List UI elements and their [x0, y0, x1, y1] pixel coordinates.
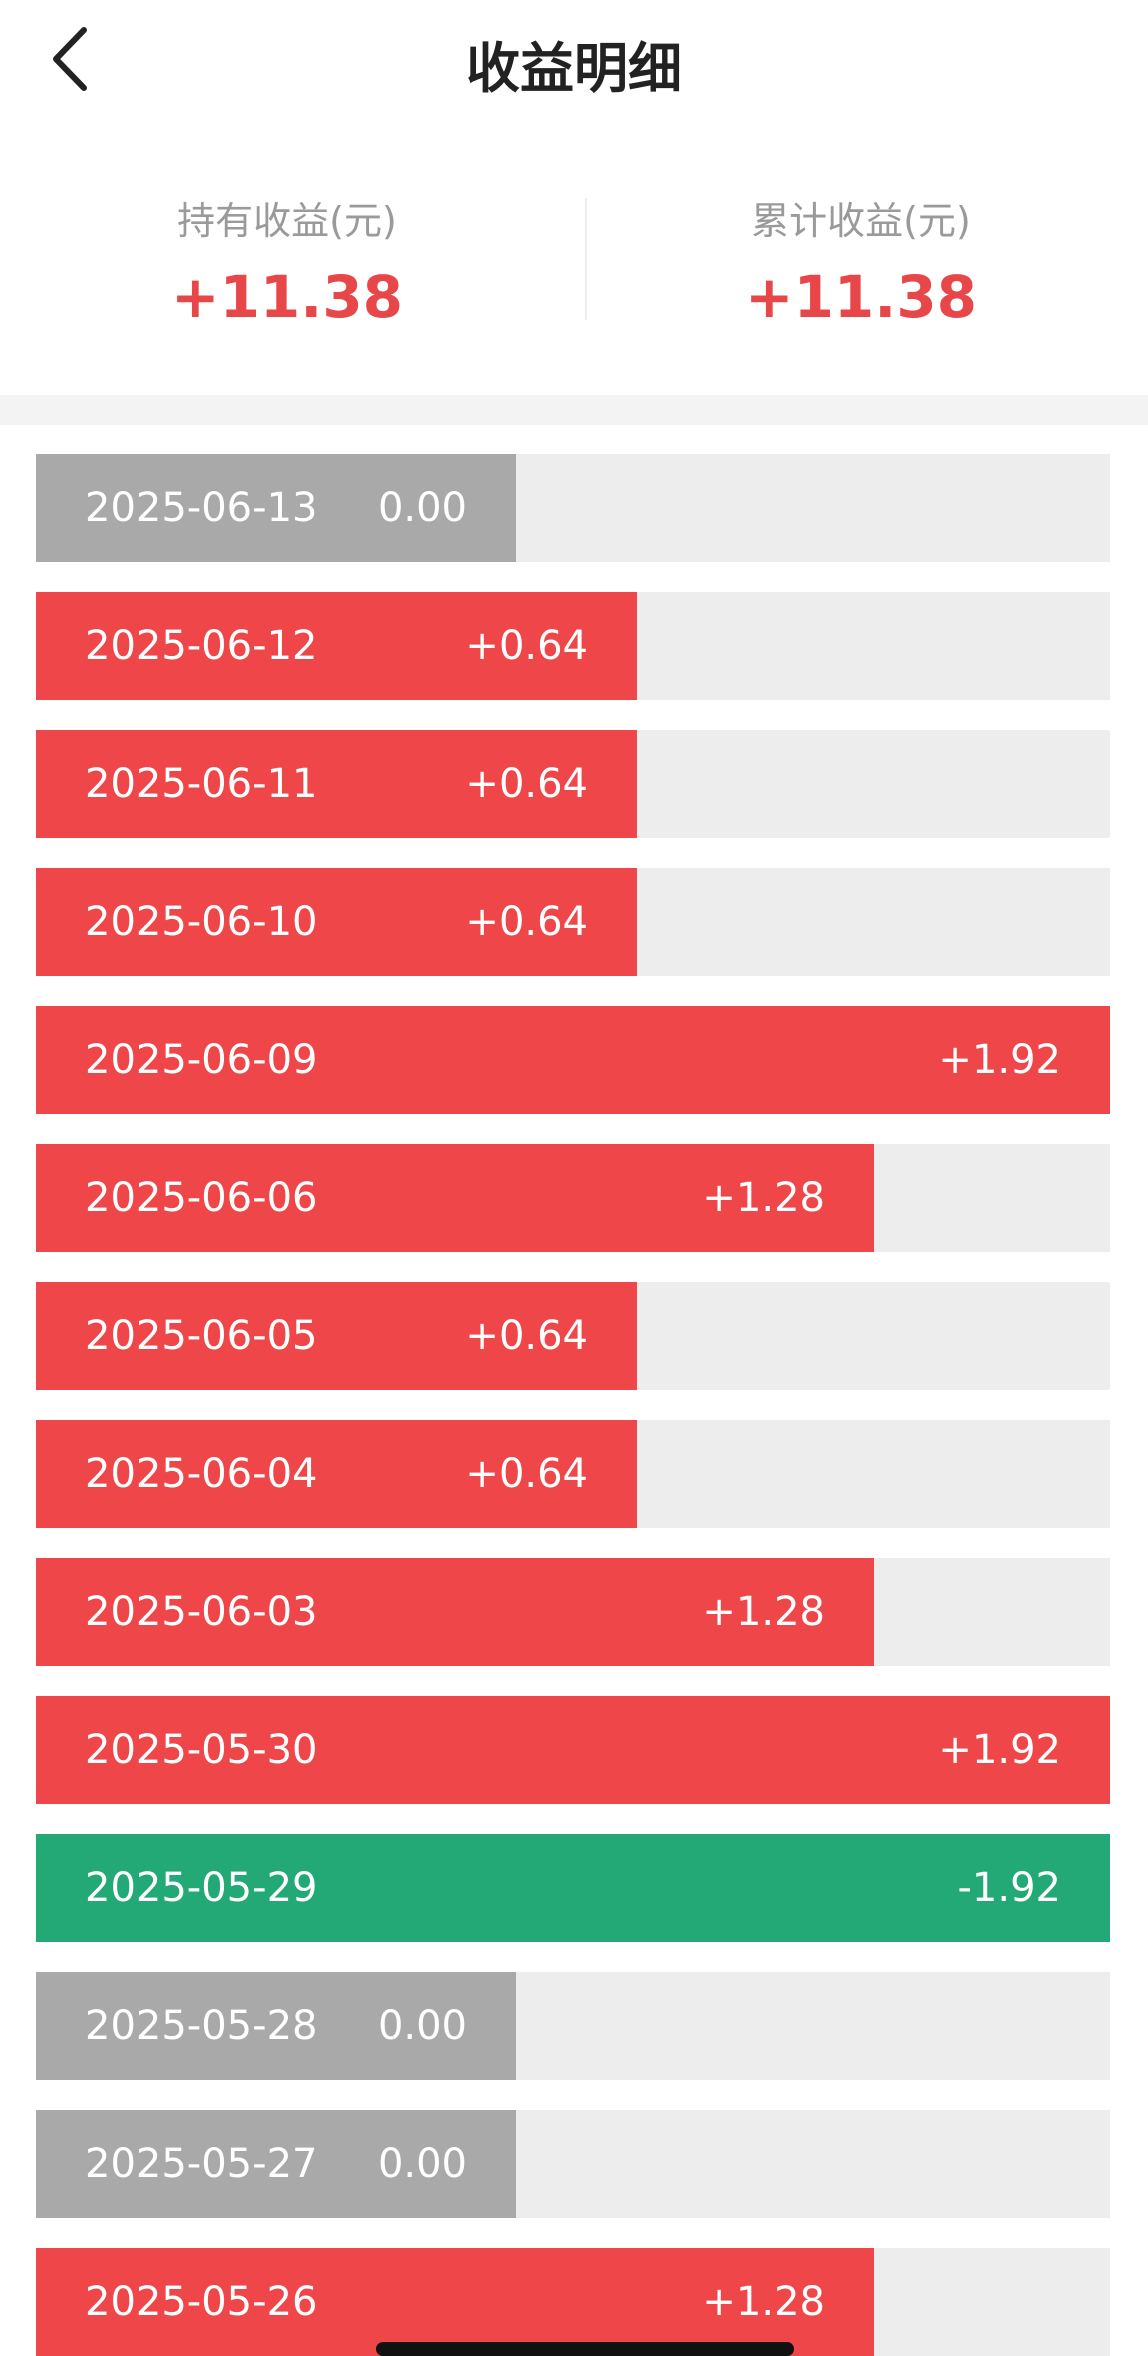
row-amount: +1.92 — [938, 1727, 1061, 1773]
cumulative-earnings-value: +11.38 — [744, 263, 978, 331]
earnings-row[interactable]: 2025-05-27 0.00 — [36, 2110, 1110, 2218]
row-date: 2025-06-12 — [85, 623, 318, 669]
back-button[interactable] — [40, 24, 110, 94]
row-date: 2025-06-04 — [85, 1451, 318, 1497]
row-date: 2025-05-28 — [85, 2003, 318, 2049]
row-date: 2025-05-26 — [85, 2279, 318, 2325]
row-date: 2025-06-03 — [85, 1589, 318, 1635]
row-date: 2025-05-27 — [85, 2141, 318, 2187]
row-amount: -1.92 — [957, 1865, 1062, 1911]
earnings-summary: 持有收益(元) +11.38 累计收益(元) +11.38 — [0, 150, 1148, 390]
cumulative-earnings: 累计收益(元) +11.38 — [574, 190, 1148, 331]
row-amount: 0.00 — [377, 2141, 467, 2187]
earnings-bar: 2025-05-27 0.00 — [36, 2110, 516, 2218]
row-amount: +1.28 — [702, 2279, 825, 2325]
earnings-row[interactable]: 2025-05-26 +1.28 — [36, 2248, 1110, 2356]
row-date: 2025-05-30 — [85, 1727, 318, 1773]
earnings-row[interactable]: 2025-06-09 +1.92 — [36, 1006, 1110, 1114]
row-amount: +1.28 — [702, 1175, 825, 1221]
earnings-row[interactable]: 2025-06-11 +0.64 — [36, 730, 1110, 838]
holding-earnings-label: 持有收益(元) — [177, 199, 397, 243]
row-date: 2025-06-11 — [85, 761, 318, 807]
earnings-row[interactable]: 2025-06-06 +1.28 — [36, 1144, 1110, 1252]
earnings-bar: 2025-06-06 +1.28 — [36, 1144, 874, 1252]
row-date: 2025-06-10 — [85, 899, 318, 945]
row-amount: 0.00 — [377, 485, 467, 531]
earnings-bar: 2025-06-04 +0.64 — [36, 1420, 637, 1528]
row-amount: +0.64 — [465, 1451, 588, 1497]
earnings-row[interactable]: 2025-06-05 +0.64 — [36, 1282, 1110, 1390]
row-date: 2025-06-13 — [85, 485, 318, 531]
earnings-row[interactable]: 2025-05-30 +1.92 — [36, 1696, 1110, 1804]
holding-earnings: 持有收益(元) +11.38 — [0, 190, 574, 331]
section-separator — [0, 395, 1148, 425]
earnings-bar: 2025-06-11 +0.64 — [36, 730, 637, 838]
earnings-bar: 2025-05-30 +1.92 — [36, 1696, 1110, 1804]
summary-divider — [585, 198, 587, 320]
cumulative-earnings-label: 累计收益(元) — [751, 199, 971, 243]
earnings-bar: 2025-06-12 +0.64 — [36, 592, 637, 700]
top-bar: 收益明细 — [0, 0, 1148, 120]
row-amount: +1.92 — [938, 1037, 1061, 1083]
page-title: 收益明细 — [466, 37, 682, 100]
earnings-bar: 2025-05-26 +1.28 — [36, 2248, 874, 2356]
earnings-bar: 2025-06-09 +1.92 — [36, 1006, 1110, 1114]
row-amount: +0.64 — [465, 899, 588, 945]
row-amount: +0.64 — [465, 1313, 588, 1359]
earnings-row[interactable]: 2025-06-10 +0.64 — [36, 868, 1110, 976]
row-date: 2025-05-29 — [85, 1865, 318, 1911]
row-date: 2025-06-09 — [85, 1037, 318, 1083]
home-indicator — [376, 2342, 794, 2356]
earnings-row[interactable]: 2025-06-13 0.00 — [36, 454, 1110, 562]
earnings-row[interactable]: 2025-05-29 -1.92 — [36, 1834, 1110, 1942]
chevron-left-icon — [53, 27, 87, 91]
row-amount: +0.64 — [465, 761, 588, 807]
earnings-bar: 2025-06-03 +1.28 — [36, 1558, 874, 1666]
row-date: 2025-06-05 — [85, 1313, 318, 1359]
earnings-row[interactable]: 2025-06-04 +0.64 — [36, 1420, 1110, 1528]
earnings-bar: 2025-06-10 +0.64 — [36, 868, 637, 976]
row-amount: 0.00 — [377, 2003, 467, 2049]
row-date: 2025-06-06 — [85, 1175, 318, 1221]
earnings-bar: 2025-06-13 0.00 — [36, 454, 516, 562]
row-amount: +0.64 — [465, 623, 588, 669]
row-amount: +1.28 — [702, 1589, 825, 1635]
earnings-row[interactable]: 2025-06-03 +1.28 — [36, 1558, 1110, 1666]
earnings-bar: 2025-05-29 -1.92 — [36, 1834, 1110, 1942]
earnings-bar: 2025-06-05 +0.64 — [36, 1282, 637, 1390]
earnings-bar: 2025-05-28 0.00 — [36, 1972, 516, 2080]
earnings-row[interactable]: 2025-05-28 0.00 — [36, 1972, 1110, 2080]
holding-earnings-value: +11.38 — [170, 263, 404, 331]
earnings-row[interactable]: 2025-06-12 +0.64 — [36, 592, 1110, 700]
